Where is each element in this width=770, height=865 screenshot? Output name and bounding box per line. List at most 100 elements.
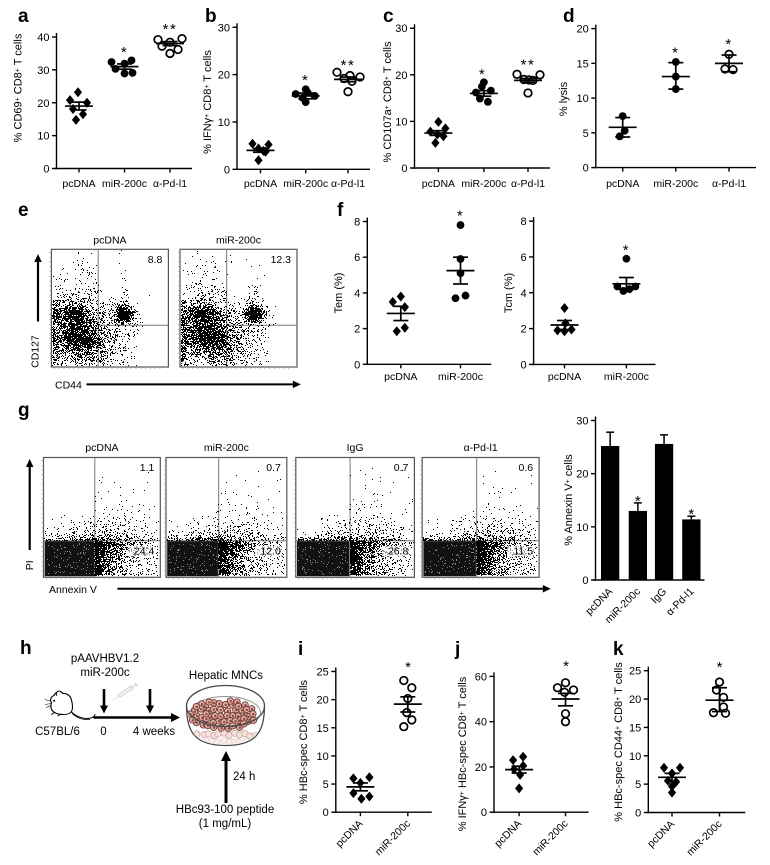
svg-text:pcDNA: pcDNA [422,178,455,190]
svg-text:c: c [383,6,394,27]
svg-text:0: 0 [583,163,589,175]
svg-text:% IFNγ+ CD8+ T cells: % IFNγ+ CD8+ T cells [202,50,214,154]
svg-text:10: 10 [576,522,588,534]
svg-text:4: 4 [354,288,360,300]
svg-text:miR-200c: miR-200c [438,371,483,383]
svg-text:miR-200c: miR-200c [653,178,698,190]
svg-text:0: 0 [635,808,641,820]
svg-text:Tcm (%): Tcm (%) [503,273,515,313]
svg-text:20: 20 [395,70,407,82]
svg-text:0.6: 0.6 [518,462,533,474]
svg-text:e: e [18,200,29,221]
svg-text:25: 25 [317,667,329,679]
svg-text:24.4: 24.4 [134,546,155,558]
svg-text:miR-200c: miR-200c [461,178,506,190]
svg-text:k: k [613,639,624,660]
svg-text:4 weeks: 4 weeks [133,726,175,738]
svg-text:1.1: 1.1 [140,462,155,474]
svg-text:0: 0 [582,575,588,587]
svg-text:15: 15 [629,722,641,734]
svg-text:12.3: 12.3 [271,254,292,266]
svg-text:0: 0 [520,359,526,371]
svg-text:pcDNA: pcDNA [606,178,639,190]
svg-text:5: 5 [323,779,329,791]
svg-text:% HBc-spec CD44+ CD8+ T cells: % HBc-spec CD44+ CD8+ T cells [613,662,625,822]
svg-text:% lysis: % lysis [558,81,570,116]
svg-text:pcDNA: pcDNA [62,178,95,190]
svg-text:IgG: IgG [347,442,364,454]
svg-text:α-Pd-l1: α-Pd-l1 [511,178,545,190]
svg-text:f: f [337,200,344,221]
svg-text:0: 0 [354,359,360,371]
svg-text:α-Pd-l1: α-Pd-l1 [464,442,498,454]
svg-text:0: 0 [224,164,230,176]
svg-text:0: 0 [481,807,487,819]
svg-text:*: * [623,242,630,259]
svg-text:2: 2 [520,324,526,336]
svg-text:Hepatic MNCs: Hepatic MNCs [189,670,263,682]
svg-text:CD44: CD44 [55,380,82,392]
svg-text:pcDNA: pcDNA [93,235,126,247]
svg-text:8.8: 8.8 [148,254,163,266]
svg-text:h: h [20,638,32,659]
svg-text:24 h: 24 h [233,771,255,783]
svg-text:HBc93-100 peptide: HBc93-100 peptide [176,804,274,816]
svg-text:% IFNγ+ HBc-spec CD8+ T cells: % IFNγ+ HBc-spec CD8+ T cells [457,676,469,831]
svg-text:40: 40 [475,717,487,729]
svg-text:i: i [298,639,303,660]
svg-text:*: * [672,45,679,62]
svg-text:*: * [302,72,309,89]
svg-text:miR-200c: miR-200c [604,371,649,383]
svg-text:30: 30 [218,22,230,34]
svg-text:6: 6 [354,252,360,264]
svg-text:10: 10 [629,751,641,763]
svg-text:0: 0 [100,726,106,738]
svg-text:j: j [454,639,460,660]
svg-text:g: g [18,400,30,421]
svg-text:10: 10 [37,131,49,143]
svg-text:*: * [563,658,569,675]
svg-text:miR-200c: miR-200c [80,667,129,679]
svg-text:*: * [717,659,723,676]
svg-text:α-Pd-l1: α-Pd-l1 [153,178,187,190]
svg-text:d: d [563,6,575,27]
svg-text:20: 20 [475,762,487,774]
svg-text:miR-200c: miR-200c [216,235,261,247]
svg-text:8: 8 [354,217,360,229]
svg-text:*: * [479,66,486,83]
svg-text:C57BL/6: C57BL/6 [35,726,80,738]
svg-text:0.7: 0.7 [266,462,281,474]
svg-text:5: 5 [583,128,589,140]
svg-text:30: 30 [37,65,49,77]
svg-text:a: a [18,6,29,27]
svg-text:0: 0 [401,163,407,175]
svg-text:10: 10 [577,93,589,105]
svg-text:α-Pd-l1: α-Pd-l1 [331,178,365,190]
svg-text:% HBc-spec CD8+ T cells: % HBc-spec CD8+ T cells [298,679,310,804]
svg-text:pcDNA: pcDNA [244,178,277,190]
svg-text:miR-200c: miR-200c [102,178,147,190]
svg-text:pAAVHBV1.2: pAAVHBV1.2 [71,653,139,665]
svg-text:*: * [405,659,411,676]
svg-text:PI: PI [24,560,36,570]
svg-text:**: ** [341,57,356,74]
svg-text:**: ** [163,21,178,38]
svg-text:2: 2 [354,324,360,336]
svg-text:*: * [121,44,128,61]
svg-text:miR-200c: miR-200c [283,178,328,190]
svg-text:pcDNA: pcDNA [85,442,118,454]
svg-text:20: 20 [577,24,589,36]
svg-text:0: 0 [43,164,49,176]
svg-text:25: 25 [629,666,641,678]
svg-text:*: * [635,493,641,510]
svg-text:% Annexin V+ cells: % Annexin V+ cells [563,454,575,546]
svg-text:10: 10 [317,751,329,763]
svg-text:0.7: 0.7 [394,462,409,474]
svg-text:10: 10 [218,117,230,129]
svg-text:8: 8 [520,216,526,228]
svg-text:20: 20 [218,70,230,82]
svg-text:*: * [725,36,732,53]
svg-text:*: * [688,506,694,523]
svg-text:pcDNA: pcDNA [548,371,581,383]
svg-text:12.0: 12.0 [260,546,281,558]
